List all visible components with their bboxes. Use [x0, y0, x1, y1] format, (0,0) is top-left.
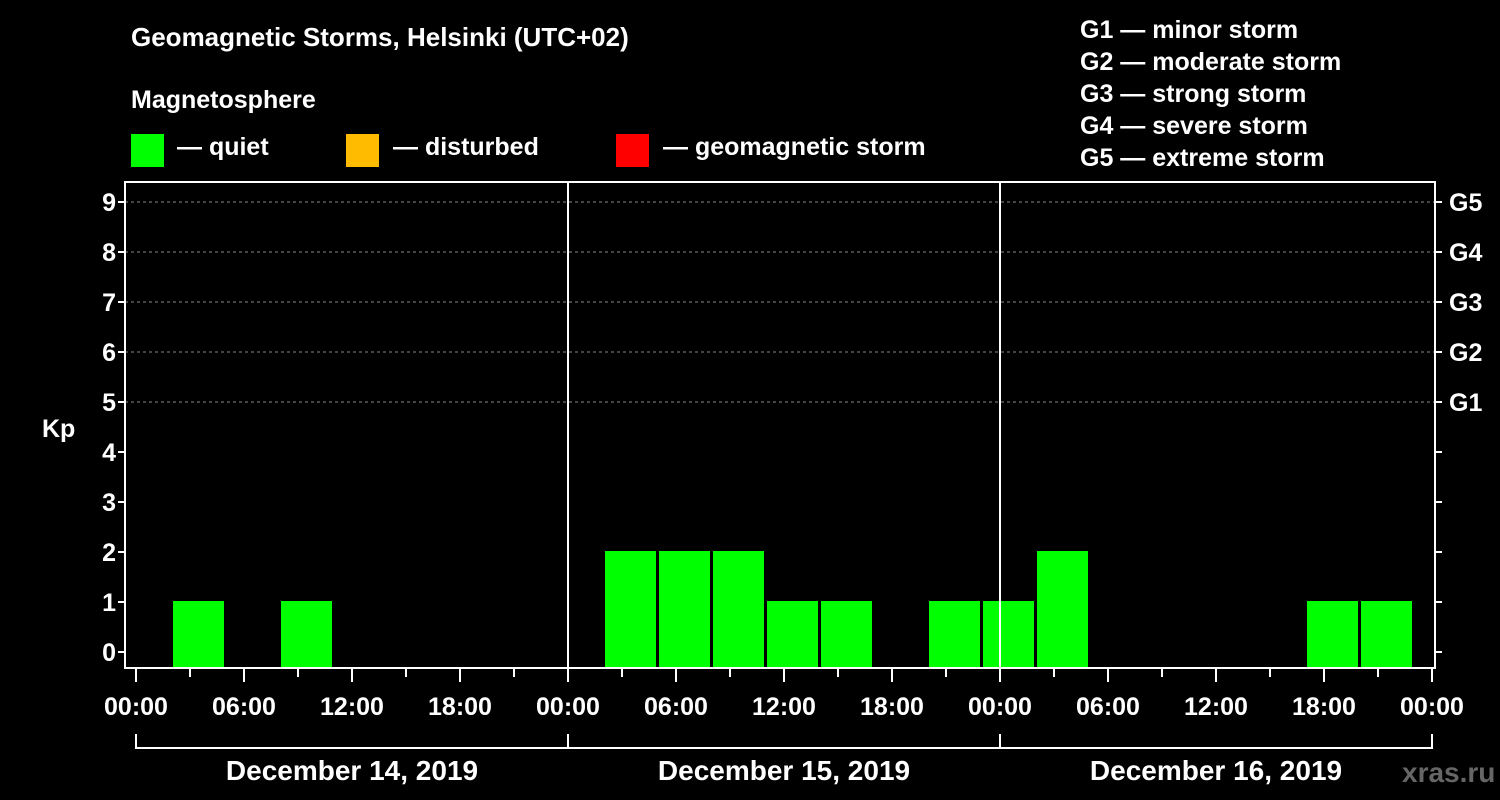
- legend-swatch-disturbed: [346, 134, 379, 167]
- bar-9: [659, 551, 710, 668]
- right-tick-label-g1: G1: [1449, 389, 1482, 417]
- bar-11: [767, 601, 818, 668]
- right-tick-label-g3: G3: [1449, 289, 1482, 317]
- y-tick-label-0: 0: [102, 639, 116, 667]
- x-tick-label-12: 00:00: [1400, 693, 1464, 721]
- y-tick-label-9: 9: [102, 189, 116, 217]
- chart-title: Geomagnetic Storms, Helsinki (UTC+02): [131, 22, 629, 52]
- y-tick-label-5: 5: [102, 389, 116, 417]
- bar-22: [1361, 601, 1412, 668]
- bar-12: [821, 601, 872, 668]
- y-tick-label-8: 8: [102, 239, 116, 267]
- legend-swatch-storm: [616, 134, 649, 167]
- x-tick-label-6: 12:00: [752, 693, 816, 721]
- x-tick-label-9: 06:00: [1076, 693, 1140, 721]
- storm-level-g1: G1 — minor storm: [1080, 16, 1299, 44]
- day-label-0: December 14, 2019: [226, 755, 478, 786]
- plot-frame: [124, 181, 1436, 669]
- x-tick-label-1: 06:00: [212, 693, 276, 721]
- x-tick-label-8: 00:00: [968, 693, 1032, 721]
- y-tick-label-7: 7: [102, 289, 116, 317]
- storm-level-list: G1 — minor storm G2 — moderate storm G3 …: [1080, 14, 1341, 174]
- x-tick-label-3: 18:00: [428, 693, 492, 721]
- x-tick-label-7: 18:00: [860, 693, 924, 721]
- x-tick-label-2: 12:00: [320, 693, 384, 721]
- storm-level-g5: G5 — extreme storm: [1080, 144, 1325, 172]
- right-tick-label-g2: G2: [1449, 339, 1482, 367]
- chart-subtitle: Magnetosphere: [131, 86, 316, 114]
- y-tick-label-2: 2: [102, 539, 116, 567]
- bar-16: [1037, 551, 1088, 668]
- bar-21: [1307, 601, 1358, 668]
- bar-15: [983, 601, 1034, 668]
- y-tick-label-6: 6: [102, 339, 116, 367]
- legend-label-quiet: — quiet: [177, 133, 269, 161]
- storm-level-g4: G4 — severe storm: [1080, 112, 1308, 140]
- day-label-1: December 15, 2019: [658, 755, 910, 786]
- x-tick-label-5: 06:00: [644, 693, 708, 721]
- x-tick-label-4: 00:00: [536, 693, 600, 721]
- y-tick-label-4: 4: [102, 439, 116, 467]
- storm-level-g3: G3 — strong storm: [1080, 80, 1307, 108]
- y-tick-label-1: 1: [102, 589, 116, 617]
- bar-10: [713, 551, 764, 668]
- right-tick-label-g5: G5: [1449, 189, 1482, 217]
- bar-8: [605, 551, 656, 668]
- legend-label-storm: — geomagnetic storm: [663, 133, 926, 161]
- x-tick-label-0: 00:00: [104, 693, 168, 721]
- x-tick-label-11: 18:00: [1292, 693, 1356, 721]
- bar-14: [929, 601, 980, 668]
- day-label-2: December 16, 2019: [1090, 755, 1342, 786]
- bar-2: [281, 601, 332, 668]
- y-axis-label: Kp: [42, 415, 75, 443]
- watermark: xras.ru: [1402, 757, 1496, 788]
- y-tick-label-3: 3: [102, 489, 116, 517]
- right-tick-label-g4: G4: [1449, 239, 1482, 267]
- x-tick-label-10: 12:00: [1184, 693, 1248, 721]
- bar-0: [173, 601, 224, 668]
- storm-level-g2: G2 — moderate storm: [1080, 48, 1342, 76]
- legend-label-disturbed: — disturbed: [393, 133, 539, 161]
- legend-swatch-quiet: [131, 134, 164, 167]
